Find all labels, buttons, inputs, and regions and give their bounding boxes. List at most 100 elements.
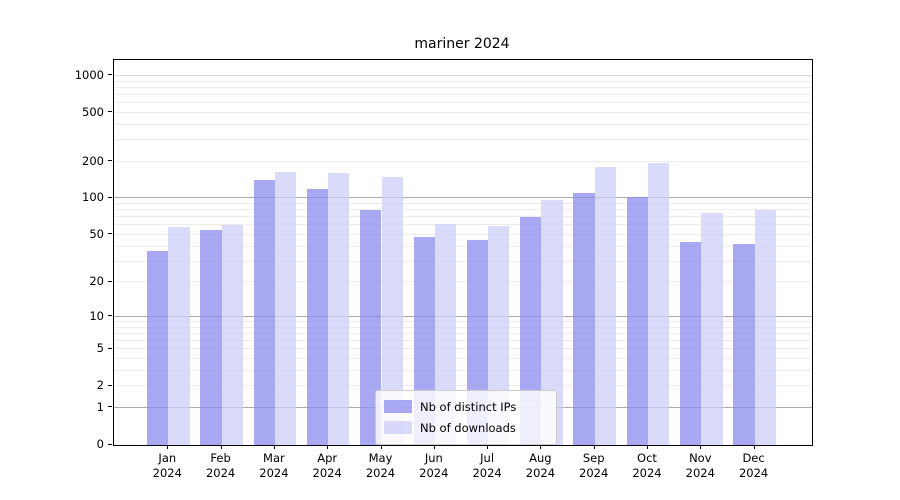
y-tick-label: 10 — [89, 308, 104, 323]
x-tick-year: 2024 — [419, 466, 449, 480]
y-tick-label: 1 — [96, 399, 104, 414]
x-axis-tick — [647, 445, 648, 449]
bar-distinct-ips-nov — [680, 241, 702, 445]
y-axis-tick — [108, 196, 112, 198]
x-tick-label-apr: Apr 2024 — [297, 451, 357, 481]
x-axis-tick — [487, 445, 489, 449]
gridline-minor — [114, 321, 812, 322]
bar-downloads-may — [381, 177, 403, 445]
gridline-minor — [114, 111, 812, 113]
gridline-minor — [114, 260, 812, 262]
x-tick-year: 2024 — [259, 466, 289, 480]
gridline-minor — [114, 326, 812, 328]
y-tick-label: 500 — [82, 104, 104, 119]
bar-distinct-ips-jan — [147, 250, 169, 445]
bar-downloads-feb — [221, 225, 243, 445]
y-axis-tick — [108, 233, 112, 235]
gridline-minor — [114, 86, 812, 88]
bar-distinct-ips-oct — [626, 196, 648, 445]
gridline-minor — [114, 340, 812, 342]
y-tick-label: 100 — [82, 190, 104, 205]
bar-downloads-dec — [754, 210, 776, 445]
x-tick-month: Oct — [637, 451, 657, 465]
legend-label-distinct-ips: Nb of distinct IPs — [420, 399, 517, 414]
x-tick-year: 2024 — [365, 466, 396, 480]
x-tick-year: 2024 — [472, 466, 502, 480]
bar-downloads-aug — [541, 200, 563, 445]
y-axis-tick — [108, 74, 112, 76]
gridline-minor — [114, 348, 812, 350]
x-tick-label-aug: Aug 2024 — [510, 451, 570, 481]
x-tick-year: 2024 — [312, 466, 342, 480]
y-tick-label: 200 — [82, 153, 104, 168]
x-tick-label-oct: Oct 2024 — [617, 451, 677, 481]
bar-downloads-jan — [168, 227, 190, 445]
gridline-minor — [114, 358, 812, 360]
x-axis-tick — [273, 445, 275, 449]
gridline-minor — [114, 203, 812, 205]
bar-distinct-ips-mar — [253, 179, 275, 445]
gridline-major — [114, 74, 812, 76]
bar-distinct-ips-feb — [200, 229, 222, 445]
x-tick-month: Aug — [529, 451, 552, 465]
y-tick-label: 1000 — [74, 67, 104, 82]
y-axis-tick — [108, 443, 112, 445]
gridline-minor — [114, 216, 812, 218]
x-tick-label-dec: Dec 2024 — [724, 451, 784, 481]
bar-downloads-mar — [274, 171, 297, 445]
gridline-minor — [114, 332, 812, 334]
gridline-minor — [114, 102, 812, 104]
gridline-minor — [114, 139, 812, 141]
bar-downloads-oct — [648, 163, 670, 445]
y-axis-tick — [108, 384, 112, 386]
gridline-minor — [114, 224, 812, 226]
x-tick-year: 2024 — [685, 466, 715, 480]
x-tick-label-feb: Feb 2024 — [191, 451, 251, 481]
x-tick-year: 2024 — [738, 466, 769, 480]
y-axis-tick — [108, 280, 112, 282]
x-tick-label-mar: Mar 2024 — [244, 451, 304, 481]
x-tick-month: Nov — [689, 451, 712, 465]
legend-row-downloads: Nb of downloads — [384, 417, 547, 438]
legend-label-downloads: Nb of downloads — [420, 420, 516, 435]
gridline-minor — [114, 80, 812, 82]
x-tick-year: 2024 — [152, 466, 182, 480]
x-axis-tick — [593, 445, 595, 449]
bar-downloads-nov — [701, 212, 723, 445]
y-axis-tick — [108, 347, 112, 349]
gridline-minor — [114, 245, 812, 247]
legend: Nb of distinct IPs Nb of downloads — [375, 390, 557, 445]
x-tick-month: Dec — [742, 451, 765, 465]
y-axis-tick — [108, 160, 112, 162]
gridline-minor — [114, 93, 812, 95]
x-tick-label-nov: Nov 2024 — [670, 451, 730, 481]
bar-distinct-ips-may — [360, 210, 382, 445]
x-tick-month: Jun — [424, 451, 443, 465]
y-tick-label: 20 — [89, 274, 104, 289]
plot-area — [113, 59, 813, 446]
x-tick-label-may: May 2024 — [351, 451, 411, 481]
bar-downloads-sep — [594, 167, 616, 445]
x-tick-month: Feb — [210, 451, 231, 465]
bar-distinct-ips-dec — [733, 244, 755, 445]
x-tick-month: Mar — [263, 451, 285, 465]
y-tick-label: 5 — [96, 341, 104, 356]
y-axis-tick — [108, 315, 112, 317]
x-tick-year: 2024 — [525, 466, 556, 480]
legend-row-distinct-ips: Nb of distinct IPs — [384, 396, 547, 417]
y-tick-label: 50 — [89, 226, 104, 241]
x-tick-label-jan: Jan 2024 — [137, 451, 197, 481]
x-axis-tick — [220, 445, 222, 449]
x-axis-tick — [327, 445, 329, 449]
gridline-major — [114, 197, 812, 199]
bar-distinct-ips-sep — [573, 193, 595, 445]
y-axis-tick — [108, 406, 112, 408]
gridline-minor — [114, 123, 812, 125]
gridline-minor — [114, 160, 812, 162]
y-tick-label: 0 — [96, 437, 104, 451]
x-tick-month: May — [368, 451, 393, 465]
x-tick-label-jul: Jul 2024 — [457, 451, 517, 481]
x-tick-month: Jan — [158, 451, 177, 465]
x-axis-tick — [167, 445, 169, 449]
